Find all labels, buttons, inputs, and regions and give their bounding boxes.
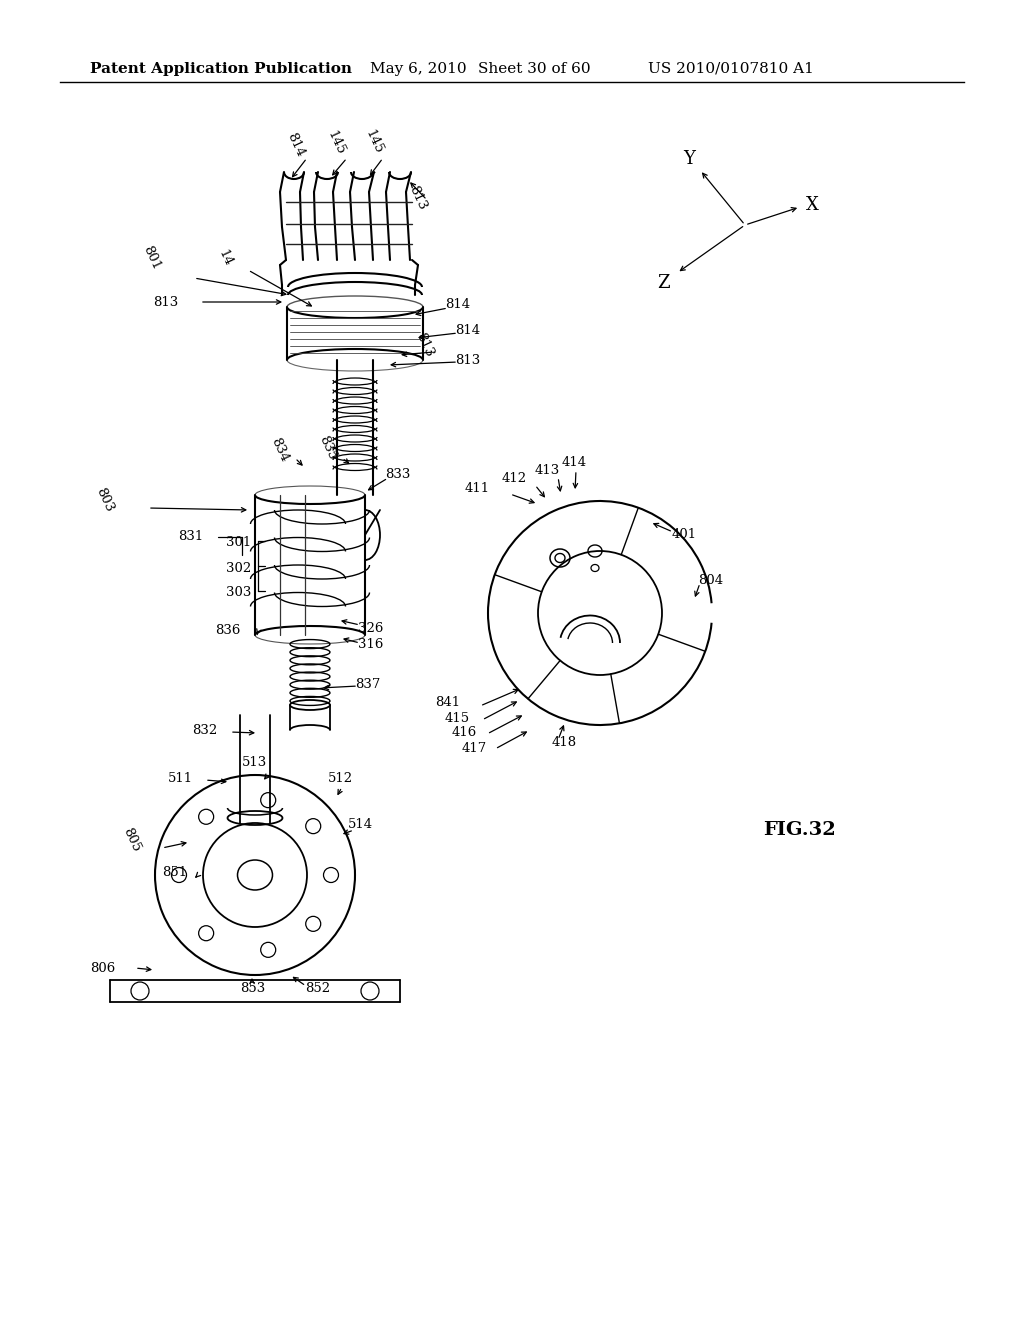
- Text: 145: 145: [325, 129, 347, 157]
- Text: 411: 411: [465, 482, 490, 495]
- Text: 831: 831: [178, 531, 203, 544]
- Text: 417: 417: [462, 742, 487, 755]
- Text: 415: 415: [445, 711, 470, 725]
- Text: 813: 813: [455, 354, 480, 367]
- Text: 302: 302: [226, 561, 251, 574]
- Text: 814: 814: [445, 298, 470, 312]
- Text: 512: 512: [328, 771, 353, 784]
- Text: 814: 814: [285, 131, 307, 160]
- Text: 413: 413: [535, 463, 560, 477]
- Text: 513: 513: [242, 756, 267, 770]
- Text: 835: 835: [316, 434, 339, 462]
- Text: 326: 326: [358, 622, 383, 635]
- Text: 804: 804: [698, 573, 723, 586]
- Text: 414: 414: [562, 455, 587, 469]
- Text: Z: Z: [656, 275, 670, 292]
- Text: 511: 511: [168, 771, 194, 784]
- Text: 418: 418: [552, 735, 578, 748]
- Text: 834: 834: [268, 436, 291, 465]
- Text: 303: 303: [226, 586, 251, 599]
- Text: May 6, 2010: May 6, 2010: [370, 62, 467, 77]
- Text: 301: 301: [226, 536, 251, 549]
- Text: 853: 853: [240, 982, 265, 994]
- Text: 813: 813: [153, 296, 178, 309]
- Text: 14: 14: [216, 248, 234, 268]
- Text: 803: 803: [94, 486, 117, 515]
- Text: Patent Application Publication: Patent Application Publication: [90, 62, 352, 77]
- Text: FIG.32: FIG.32: [764, 821, 837, 840]
- Text: 813: 813: [407, 183, 429, 213]
- Text: US 2010/0107810 A1: US 2010/0107810 A1: [648, 62, 814, 77]
- Text: 801: 801: [140, 244, 163, 272]
- Text: 836: 836: [215, 623, 241, 636]
- Text: 852: 852: [305, 982, 330, 994]
- Text: 412: 412: [502, 471, 527, 484]
- Text: 805: 805: [121, 826, 143, 854]
- Text: 514: 514: [348, 818, 373, 832]
- Text: Sheet 30 of 60: Sheet 30 of 60: [478, 62, 591, 77]
- Text: X: X: [806, 195, 818, 214]
- Text: 145: 145: [362, 128, 385, 156]
- Text: 416: 416: [452, 726, 477, 739]
- Text: Y: Y: [683, 150, 695, 168]
- Text: 814: 814: [455, 323, 480, 337]
- Text: 813: 813: [414, 331, 436, 359]
- Text: 316: 316: [358, 639, 383, 652]
- Text: 851: 851: [162, 866, 187, 879]
- Text: 833: 833: [385, 469, 411, 482]
- Text: 401: 401: [672, 528, 697, 541]
- Text: 837: 837: [355, 678, 380, 692]
- Text: 832: 832: [193, 723, 217, 737]
- Text: 806: 806: [90, 961, 116, 974]
- Text: 841: 841: [435, 697, 460, 710]
